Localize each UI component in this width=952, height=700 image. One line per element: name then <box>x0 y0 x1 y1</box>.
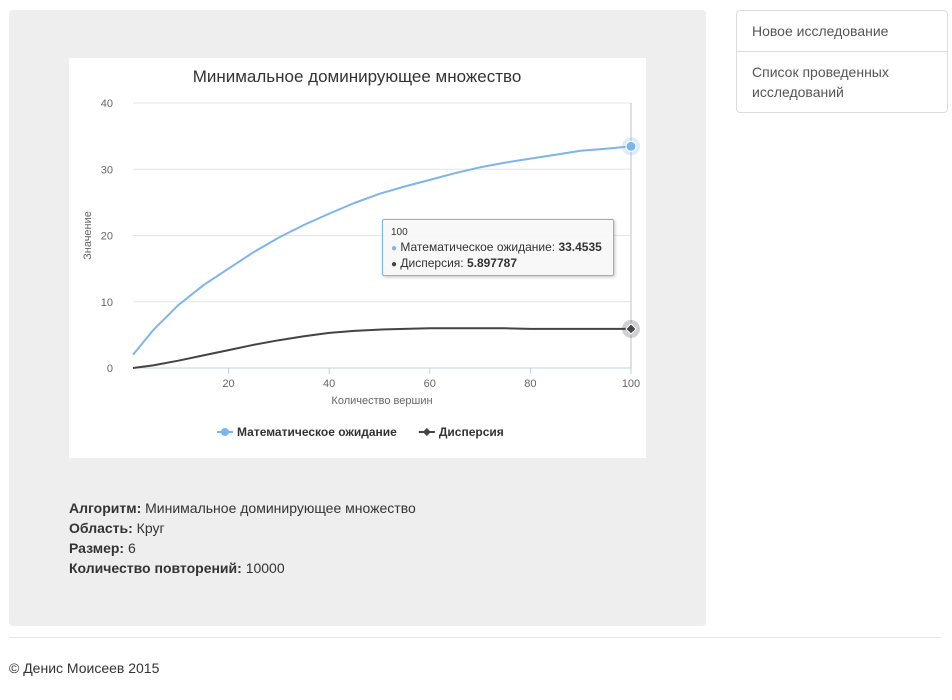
info-area-label: Область: <box>69 520 133 536</box>
info-size-label: Размер: <box>69 540 125 556</box>
series-line-0 <box>132 145 632 356</box>
x-axis-title: Количество вершин <box>331 395 432 407</box>
footer-divider <box>9 637 941 638</box>
study-info: Алгоритм: Минимальное доминирующее множе… <box>69 498 416 578</box>
info-size-value: 6 <box>127 540 136 556</box>
y-tick-label: 30 <box>101 164 113 176</box>
legend-marker-0 <box>221 428 229 436</box>
y-tick-label: 10 <box>101 297 113 309</box>
tooltip-dot-variance: ● <box>391 259 398 270</box>
footer-copyright: © Денис Моисеев 2015 <box>9 660 160 676</box>
sidebar-item-study-list[interactable]: Список проведенных исследований <box>752 64 889 100</box>
y-axis-title: Значение <box>82 211 94 260</box>
tooltip-row-variance: ● Дисперсия: 5.897787 <box>391 256 605 272</box>
chart-container: Минимальное доминирующее множество 0 10 20 3… <box>69 58 646 458</box>
info-repeats: Количество повторений: 10000 <box>69 558 416 578</box>
tooltip-value-mean: 33.4535 <box>558 240 602 254</box>
series-marker-0 <box>625 140 637 152</box>
tooltip-row-mean: ● Математическое ожидание: 33.4535 <box>391 240 605 256</box>
sidebar-menu: Новое исследование Список проведенных ис… <box>736 10 948 113</box>
info-repeats-value: 10000 <box>245 560 285 576</box>
info-algorithm-value: Минимальное доминирующее множество <box>145 500 416 516</box>
x-tick-label: 80 <box>524 378 536 390</box>
tooltip-header: 100 <box>391 227 408 238</box>
tooltip-label-mean: Математическое ожидание: <box>400 240 559 254</box>
x-tick-label: 100 <box>622 378 640 390</box>
series-marker-1 <box>625 323 637 335</box>
tooltip-value-variance: 5.897787 <box>466 256 517 270</box>
x-tick-label: 60 <box>424 378 436 390</box>
info-algorithm: Алгоритм: Минимальное доминирующее множе… <box>69 498 416 518</box>
info-algorithm-label: Алгоритм: <box>69 500 142 516</box>
tooltip-label-variance: Дисперсия: <box>400 256 467 270</box>
main-panel: Минимальное доминирующее множество 0 10 20 3… <box>9 10 706 626</box>
legend-label-0: Математическое ожидание <box>237 425 397 439</box>
chart-svg: Минимальное доминирующее множество 0 10 20 3… <box>82 67 640 439</box>
info-area: Область: Круг <box>69 518 416 538</box>
tooltip-dot-mean: ● <box>391 243 398 254</box>
x-tick-label: 20 <box>222 378 234 390</box>
y-tick-label: 20 <box>101 231 113 243</box>
legend-label-1: Дисперсия <box>439 425 504 439</box>
sidebar-item-new-study[interactable]: Новое исследование <box>737 11 947 52</box>
chart-title: Минимальное доминирующее множество <box>193 67 522 86</box>
info-size: Размер: 6 <box>69 538 416 558</box>
info-repeats-label: Количество повторений: <box>69 560 242 576</box>
legend-marker-1 <box>422 428 431 436</box>
y-tick-label: 40 <box>101 98 113 110</box>
chart-tooltip: 100 ● Математическое ожидание: 33.4535 ●… <box>382 219 614 276</box>
series-line-1 <box>132 327 631 369</box>
y-tick-label: 0 <box>107 363 113 375</box>
info-area-value: Круг <box>136 520 165 536</box>
x-tick-label: 40 <box>323 378 335 390</box>
